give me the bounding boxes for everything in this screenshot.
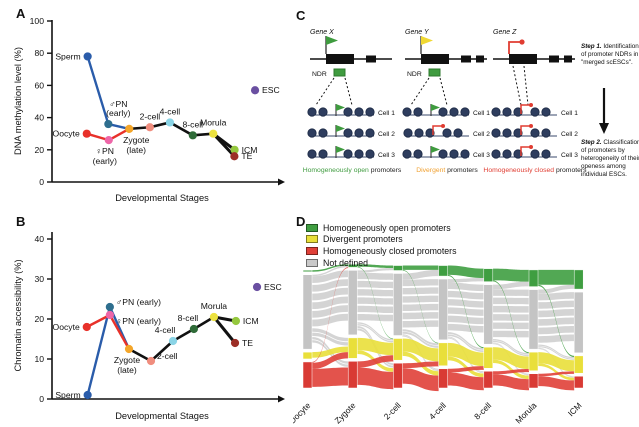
svg-text:Cell 3: Cell 3 [561,152,578,159]
svg-text:of promoter NDRs in: of promoter NDRs in [581,51,639,58]
svg-text:NDR: NDR [407,71,422,78]
svg-text:Step 1. Identification: Step 1. Identification [581,43,639,50]
svg-text:Zygote: Zygote [114,355,140,365]
legend-label-notdefined: Not defined [323,257,368,268]
svg-text:individual ESCs.: individual ESCs. [581,171,627,178]
svg-text:openess among: openess among [581,163,626,170]
svg-text:4-cell: 4-cell [160,106,181,116]
svg-text:8-cell: 8-cell [472,400,493,421]
panel-d-legend: Homogeneously open promoters Divergent p… [306,222,457,268]
svg-text:Morula: Morula [513,400,538,425]
svg-text:4-cell: 4-cell [427,400,448,421]
svg-text:Zygote: Zygote [332,400,357,425]
svg-text:(early): (early) [106,108,130,118]
svg-text:(early): (early) [93,156,117,166]
svg-text:40: 40 [34,234,44,244]
svg-text:♂PN: ♂PN [109,99,127,109]
svg-text:Morula: Morula [201,301,227,311]
svg-text:ICM: ICM [242,145,258,155]
svg-text:0: 0 [39,394,44,404]
svg-text:Divergent promoters: Divergent promoters [416,167,478,174]
svg-text:20: 20 [34,145,44,155]
svg-text:of promoters by: of promoters by [581,147,626,154]
svg-text:NDR: NDR [312,71,327,78]
svg-text:0: 0 [39,177,44,187]
svg-text:8-cell: 8-cell [178,313,199,323]
svg-text:DNA methylation level (%): DNA methylation level (%) [13,47,23,155]
svg-text:TE: TE [241,151,252,161]
panel-c-label: C [296,8,306,23]
svg-text:Sperm: Sperm [55,51,80,61]
svg-text:Developmental Stages: Developmental Stages [115,411,209,421]
panel-b-chart: 0 10 20 30 40 Chromatin accessibility (%) Deve… [13,232,285,421]
legend-swatch-closed [306,246,318,255]
svg-text:Cell 3: Cell 3 [378,152,395,159]
svg-text:ICM: ICM [243,316,259,326]
svg-text:60: 60 [34,80,44,90]
svg-text:2-cell: 2-cell [140,111,161,121]
legend-swatch-open [306,223,318,232]
svg-text:ICM: ICM [566,400,584,418]
svg-text:Cell 1: Cell 1 [561,110,578,117]
panel-b-label: B [16,214,26,229]
legend-label-open: Homogeneously open promoters [323,222,451,233]
svg-text:TE: TE [242,338,253,348]
panel-a-label: A [16,6,26,21]
svg-text:Morula: Morula [200,118,226,128]
svg-text:2-cell: 2-cell [382,400,403,421]
svg-text:heterogeneity of their: heterogeneity of their [581,155,639,162]
svg-text:Cell 2: Cell 2 [378,131,395,138]
svg-text:40: 40 [34,113,44,123]
svg-text:Zygote: Zygote [123,135,149,145]
svg-text:♀PN (early): ♀PN (early) [116,316,161,326]
panel-d-label: D [296,214,306,229]
svg-text:Cell 1: Cell 1 [473,110,490,117]
panel-a-chart: 0 20 40 60 80 100 DNA methylation level (%) Dev… [13,16,285,203]
svg-text:Cell 3: Cell 3 [473,152,490,159]
svg-text:Step 2. Classification: Step 2. Classification [581,139,639,146]
svg-text:Homogeneously closed promoters: Homogeneously closed promoters [483,167,587,174]
svg-text:(late): (late) [126,145,146,155]
svg-text:Oocyte: Oocyte [53,322,80,332]
svg-text:Gene Z: Gene Z [493,29,517,36]
svg-text:8-cell: 8-cell [183,119,204,129]
svg-text:Cell 2: Cell 2 [473,131,490,138]
svg-text:♂PN (early): ♂PN (early) [116,297,161,307]
legend-swatch-notdefined [306,258,318,267]
svg-text:Sperm: Sperm [55,390,80,400]
svg-text:ESC: ESC [264,282,282,292]
svg-text:Chromatin accessibility (%): Chromatin accessibility (%) [13,259,23,371]
panel-c-diagram: Gene X NDR Cell 1 Cell 2 Cell 3 Homogeneously… [303,29,639,178]
svg-text:(late): (late) [117,365,137,375]
svg-text:Developmental Stages: Developmental Stages [115,193,209,203]
legend-item-divergent: Divergent promoters [306,234,457,246]
svg-text:20: 20 [34,314,44,324]
legend-item-open: Homogeneously open promoters [306,222,457,234]
svg-text:ESC: ESC [262,85,280,95]
legend-item-notdefined: Not defined [306,257,457,269]
svg-text:Oocyte: Oocyte [53,129,80,139]
svg-text:♀PN: ♀PN [96,146,114,156]
svg-text:Cell 2: Cell 2 [561,131,578,138]
svg-text:Cell 1: Cell 1 [378,110,395,117]
svg-text:"merged scESCs".: "merged scESCs". [581,59,633,66]
panel-d-alluvial: Oocyte Zygote 2-cell 4-cell 8-cell Morula ICM [293,264,584,426]
svg-text:Gene X: Gene X [310,29,334,36]
svg-text:2-cell: 2-cell [157,351,178,361]
svg-text:80: 80 [34,48,44,58]
svg-text:Oocyte: Oocyte [293,400,313,426]
legend-label-divergent: Divergent promoters [323,234,403,245]
svg-text:4-cell: 4-cell [155,325,176,335]
svg-text:30: 30 [34,274,44,284]
svg-text:Gene Y: Gene Y [405,29,430,36]
legend-label-closed: Homogeneously closed promoters [323,245,457,256]
svg-text:Homogeneously open promoters: Homogeneously open promoters [303,167,402,174]
svg-text:100: 100 [30,16,45,26]
legend-swatch-divergent [306,235,318,244]
legend-item-closed: Homogeneously closed promoters [306,245,457,257]
svg-text:10: 10 [34,354,44,364]
